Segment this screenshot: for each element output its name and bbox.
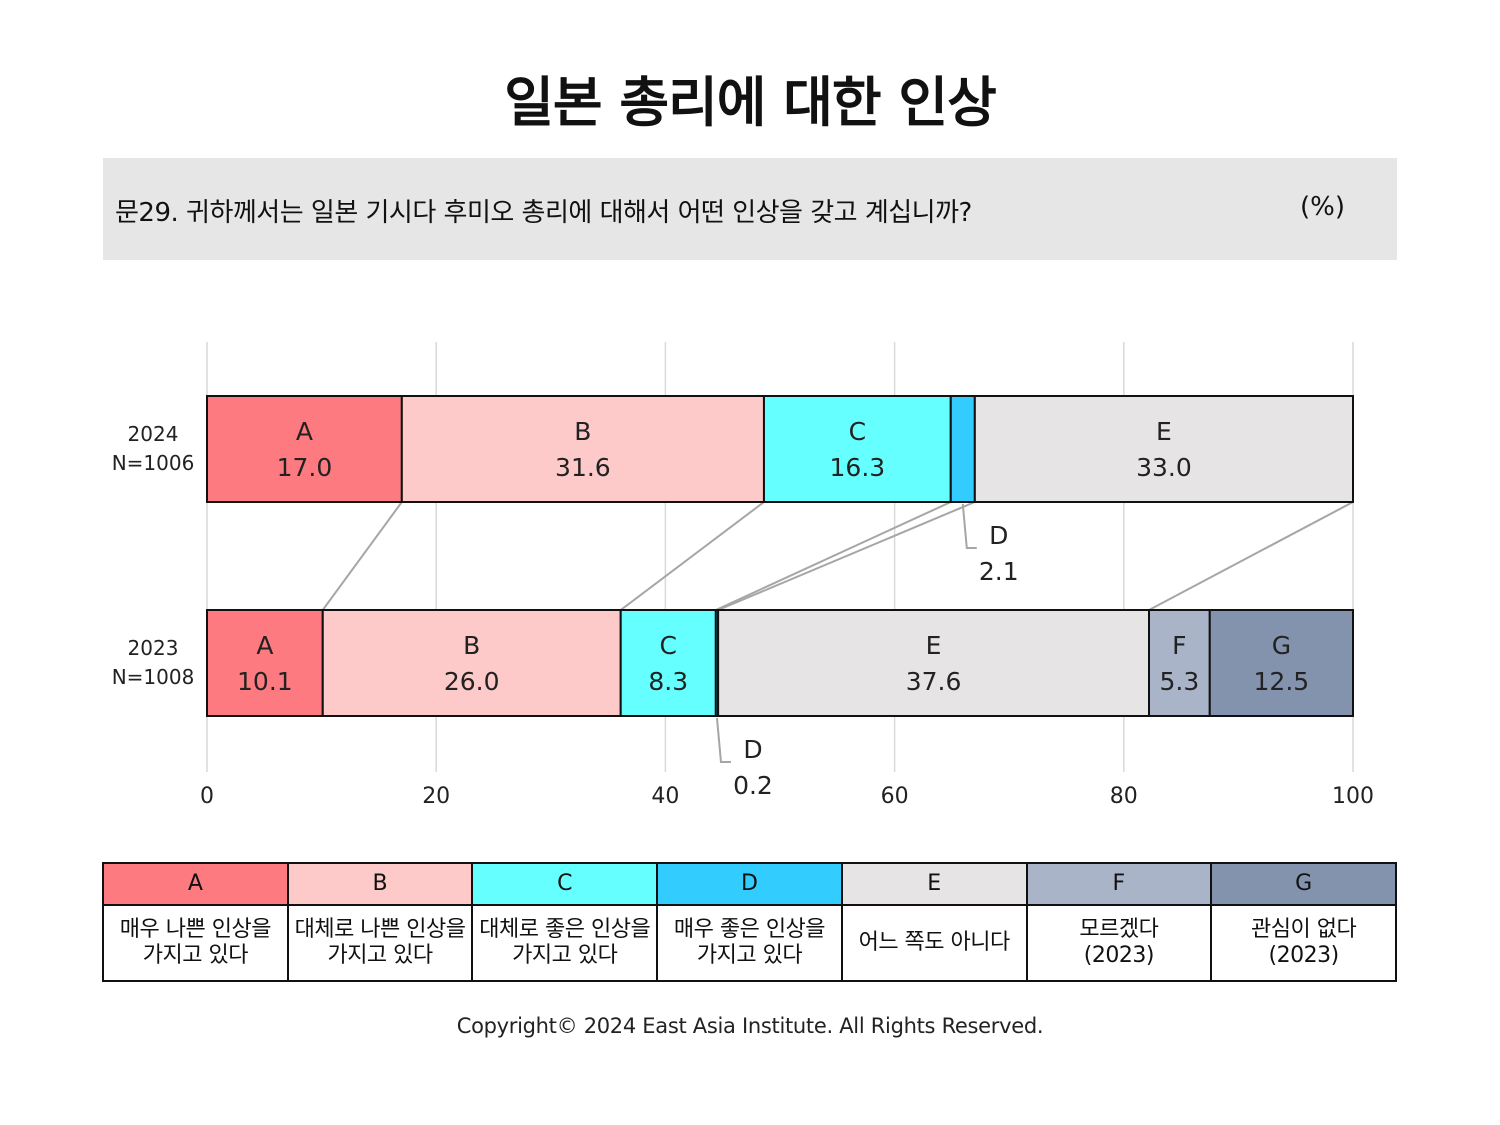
- row-label-n: N=1006: [112, 451, 195, 475]
- callout-value-label: 2.1: [979, 557, 1019, 586]
- bar-value-label: 8.3: [648, 667, 688, 696]
- bar-value-label: 31.6: [555, 453, 611, 482]
- legend-desc-a: 매우 나쁜 인상을 가지고 있다: [102, 904, 289, 982]
- bar-value-label: 10.1: [237, 667, 293, 696]
- x-tick-label: 100: [1332, 784, 1374, 809]
- legend-desc-f: 모르겠다 (2023): [1025, 904, 1213, 982]
- row-label-year: 2023: [128, 636, 179, 660]
- copyright-text: Copyright© 2024 East Asia Institute. All…: [456, 1014, 1044, 1038]
- bar-value-label: 26.0: [444, 667, 500, 696]
- legend-key-row: A B C D E F G: [102, 862, 1397, 906]
- bar-key-label: B: [574, 417, 591, 446]
- x-tick-label: 0: [200, 784, 214, 809]
- callout-line-2023: [715, 717, 731, 763]
- legend-key-g: G: [1210, 862, 1397, 906]
- bar-key-label: A: [296, 417, 313, 446]
- connector-line-c: [715, 501, 952, 611]
- legend-desc-row: 매우 나쁜 인상을 가지고 있다 대체로 나쁜 인상을 가지고 있다 대체로 좋…: [102, 904, 1397, 982]
- bar-key-label: E: [1156, 417, 1172, 446]
- question-text: 문29. 귀하께서는 일본 기시다 후미오 총리에 대해서 어떤 인상을 갖고 …: [115, 198, 972, 228]
- x-tick-label: 20: [422, 784, 450, 809]
- bar-2024-e: [973, 395, 1354, 503]
- callout-value-label: 0.2: [733, 771, 773, 800]
- bar-2024-c: [762, 395, 952, 503]
- legend-key-c: C: [471, 862, 659, 906]
- x-tick-label: 40: [651, 784, 679, 809]
- legend-desc-d: 매우 좋은 인상을 가지고 있다: [656, 904, 843, 982]
- bar-2023-b: [321, 609, 622, 717]
- bar-key-label: B: [463, 631, 480, 660]
- callout-key-label: D: [989, 521, 1008, 550]
- bar-value-label: 16.3: [830, 453, 886, 482]
- unit-label: (%): [1300, 192, 1345, 222]
- bar-value-label: 5.3: [1159, 667, 1199, 696]
- legend-desc-b: 대체로 나쁜 인상을 가지고 있다: [286, 904, 474, 982]
- row-label-n: N=1008: [112, 665, 195, 689]
- legend-key-f: F: [1025, 862, 1213, 906]
- legend-key-d: D: [656, 862, 843, 906]
- callout-line-2024: [961, 503, 977, 549]
- bar-key-label: E: [926, 631, 942, 660]
- legend-key-a: A: [102, 862, 289, 906]
- legend-desc-g: 관심이 없다 (2023): [1210, 904, 1397, 982]
- bar-2023-g: [1208, 609, 1354, 717]
- connector-line-b: [620, 501, 765, 611]
- x-tick-label: 60: [881, 784, 909, 809]
- bar-value-label: 37.6: [906, 667, 962, 696]
- legend-key-e: E: [840, 862, 1028, 906]
- bar-2024-d: [949, 395, 976, 503]
- x-tick-label: 80: [1110, 784, 1138, 809]
- callout-key-label: D: [743, 735, 762, 764]
- bar-2023-e: [717, 609, 1151, 717]
- bar-value-label: 12.5: [1254, 667, 1310, 696]
- bar-2023-a: [206, 609, 324, 717]
- legend-table: A B C D E F G 매우 나쁜 인상을 가지고 있다 대체로 나쁜 인상…: [102, 862, 1397, 982]
- chart-title: 일본 총리에 대한 인상: [504, 71, 997, 134]
- bar-2023-c: [619, 609, 717, 717]
- bar-key-label: C: [849, 417, 866, 446]
- bar-value-label: 33.0: [1136, 453, 1192, 482]
- connector-line-a: [321, 501, 403, 611]
- legend-key-b: B: [286, 862, 474, 906]
- legend-desc-c: 대체로 좋은 인상을 가지고 있다: [471, 904, 659, 982]
- bar-2024-a: [206, 395, 403, 503]
- bar-key-label: F: [1172, 631, 1186, 660]
- bar-2024-b: [400, 395, 765, 503]
- legend-desc-e: 어느 쪽도 아니다: [840, 904, 1028, 982]
- bar-key-label: G: [1272, 631, 1291, 660]
- bar-value-label: 17.0: [277, 453, 333, 482]
- bar-key-label: A: [256, 631, 273, 660]
- bar-key-label: C: [660, 631, 677, 660]
- row-label-year: 2024: [128, 422, 179, 446]
- question-box: 문29. 귀하께서는 일본 기시다 후미오 총리에 대해서 어떤 인상을 갖고 …: [103, 158, 1397, 260]
- bar-2023-f: [1148, 609, 1211, 717]
- connector-line-d: [717, 501, 976, 611]
- stacked-bar-chart: 0 20 40 60 80 100 2024 N=1006 2023 N=1008 A 17.0 B 31…: [112, 342, 1374, 809]
- connector-line-e: [1148, 501, 1354, 611]
